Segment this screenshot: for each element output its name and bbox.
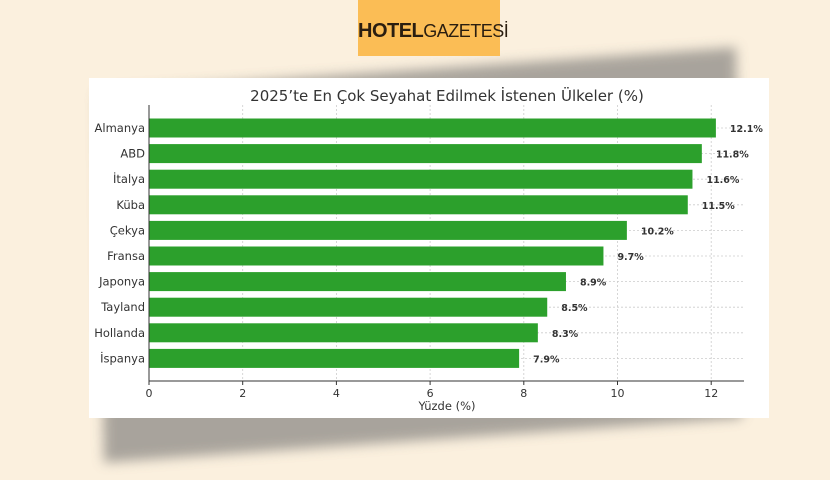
bar-6 [149, 272, 566, 292]
bar-4 [149, 220, 627, 240]
x-axis-label: Yüzde (%) [418, 399, 476, 413]
y-tick-label: Almanya [95, 121, 145, 135]
bar-1 [149, 144, 702, 164]
x-tick-label: 6 [427, 387, 434, 400]
data-label: 11.6% [706, 175, 739, 186]
logo-text-light: GAZETESİ [423, 21, 509, 41]
y-tick-label: Hollanda [94, 326, 145, 340]
chart-title: 2025’te En Çok Seyahat Edilmek İstenen Ü… [250, 86, 644, 105]
bar-9 [149, 348, 520, 368]
bar-3 [149, 195, 688, 215]
y-tick-label: Japonya [98, 275, 145, 289]
x-tick-label: 0 [146, 387, 153, 400]
x-tick-label: 12 [704, 387, 718, 400]
bar-2 [149, 169, 693, 189]
y-tick-label: İspanya [100, 350, 145, 365]
y-tick-label: Tayland [100, 300, 145, 314]
data-label: 7.9% [533, 354, 560, 365]
y-tick-label: ABD [120, 147, 145, 161]
y-tick-label: Fransa [107, 249, 145, 263]
bar-8 [149, 323, 538, 343]
x-tick-label: 2 [239, 387, 246, 400]
y-tick-label: Küba [116, 198, 145, 212]
bar-chart: 2025’te En Çok Seyahat Edilmek İstenen Ü… [94, 86, 763, 413]
data-label: 9.7% [617, 252, 644, 263]
data-label: 10.2% [641, 226, 674, 237]
chart-panel: 2025’te En Çok Seyahat Edilmek İstenen Ü… [89, 78, 769, 418]
x-tick-label: 4 [333, 387, 340, 400]
y-tick-label: Çekya [110, 223, 145, 237]
x-tick-label: 8 [520, 387, 527, 400]
data-label: 11.8% [716, 150, 749, 161]
bar-0 [149, 118, 716, 138]
data-label: 8.5% [561, 303, 588, 314]
logo-text-bold: HOTEL [358, 20, 424, 42]
bar-7 [149, 297, 548, 317]
bar-5 [149, 246, 604, 266]
x-tick-label: 10 [611, 387, 625, 400]
hotel-gazetesi-logo[interactable]: HOTELGAZETESİ [358, 0, 509, 56]
data-label: 8.3% [552, 329, 579, 340]
data-label: 11.5% [702, 201, 735, 212]
data-label: 12.1% [730, 124, 763, 135]
data-label: 8.9% [580, 278, 607, 289]
y-tick-label: İtalya [113, 171, 145, 186]
